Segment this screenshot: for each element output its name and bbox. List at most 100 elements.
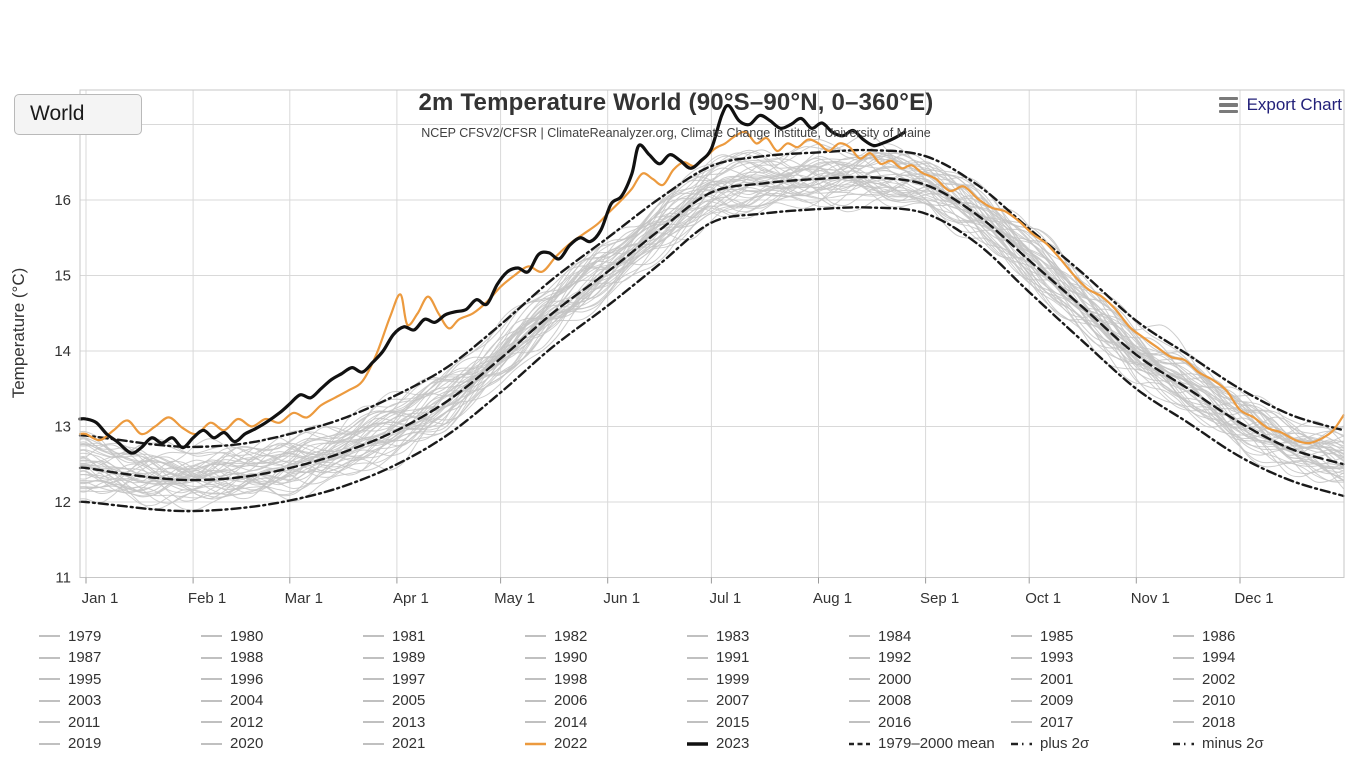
legend-swatch-gray <box>201 721 222 724</box>
legend-item-1982[interactable]: 1982 <box>524 626 686 647</box>
legend-swatch-gray <box>525 635 546 638</box>
legend-swatch-gray <box>1011 678 1032 681</box>
region-selector-button[interactable]: World <box>14 94 142 135</box>
legend-item-2011[interactable]: 2011 <box>38 712 200 733</box>
legend-item-2023[interactable]: 2023 <box>686 734 848 755</box>
svg-text:Aug 1: Aug 1 <box>813 590 852 607</box>
legend-item-2007[interactable]: 2007 <box>686 691 848 712</box>
legend-swatch-gray <box>687 656 708 659</box>
svg-text:13: 13 <box>54 419 71 436</box>
legend-item-1988[interactable]: 1988 <box>200 648 362 669</box>
legend-item-2001[interactable]: 2001 <box>1010 669 1172 690</box>
legend-item-2022[interactable]: 2022 <box>524 734 686 755</box>
legend-item-minus-2-[interactable]: minus 2σ <box>1172 734 1334 755</box>
legend-item-1989[interactable]: 1989 <box>362 648 524 669</box>
legend-item-2021[interactable]: 2021 <box>362 734 524 755</box>
legend-item-2006[interactable]: 2006 <box>524 691 686 712</box>
legend-item-2003[interactable]: 2003 <box>38 691 200 712</box>
legend-swatch-gray <box>39 721 60 724</box>
legend-item-1993[interactable]: 1993 <box>1010 648 1172 669</box>
legend-item-1991[interactable]: 1991 <box>686 648 848 669</box>
legend-swatch-gray <box>687 678 708 681</box>
gridlines <box>80 90 1344 578</box>
y-axis-title: Temperature (°C) <box>9 268 28 399</box>
svg-text:14: 14 <box>54 343 71 360</box>
legend-item-1996[interactable]: 1996 <box>200 669 362 690</box>
legend-swatch-gray <box>849 678 870 681</box>
export-chart-button[interactable]: Export Chart <box>1218 95 1342 115</box>
legend-item-1987[interactable]: 1987 <box>38 648 200 669</box>
legend-swatch-gray <box>687 721 708 724</box>
legend-item-1980[interactable]: 1980 <box>200 626 362 647</box>
legend-swatch-gray <box>39 656 60 659</box>
export-chart-label: Export Chart <box>1246 95 1342 114</box>
chart-header: World 2m Temperature World (90°S–90°N, 0… <box>0 85 1352 170</box>
legend-swatch-gray <box>1011 699 1032 702</box>
legend-item-1985[interactable]: 1985 <box>1010 626 1172 647</box>
legend-swatch-gray <box>525 721 546 724</box>
legend-item-1998[interactable]: 1998 <box>524 669 686 690</box>
legend-item-1995[interactable]: 1995 <box>38 669 200 690</box>
chart-legend: 1979 1980 1981 1982 1983 1984 1985 1986 1987 1988… <box>0 626 1352 754</box>
legend-swatch-gray <box>1011 635 1032 638</box>
legend-item-2016[interactable]: 2016 <box>848 712 1010 733</box>
legend-swatch-current <box>687 742 708 746</box>
legend-item-2020[interactable]: 2020 <box>200 734 362 755</box>
legend-item-1999[interactable]: 1999 <box>686 669 848 690</box>
legend-item-1979[interactable]: 1979 <box>38 626 200 647</box>
series-minus-2- <box>78 206 1345 513</box>
series-1980 <box>79 179 1344 507</box>
legend-item-1984[interactable]: 1984 <box>848 626 1010 647</box>
legend-item-2000[interactable]: 2000 <box>848 669 1010 690</box>
legend-swatch-gray <box>1173 721 1194 724</box>
legend-item-1990[interactable]: 1990 <box>524 648 686 669</box>
series-2022 <box>78 130 1345 445</box>
legend-item-1986[interactable]: 1986 <box>1172 626 1334 647</box>
legend-item-2012[interactable]: 2012 <box>200 712 362 733</box>
legend-item-1981[interactable]: 1981 <box>362 626 524 647</box>
legend-swatch-gray <box>1011 656 1032 659</box>
legend-swatch-gray <box>363 678 384 681</box>
legend-swatch-gray <box>687 699 708 702</box>
legend-item-1994[interactable]: 1994 <box>1172 648 1334 669</box>
legend-swatch-gray <box>201 635 222 638</box>
chart-title: 2m Temperature World (90°S–90°N, 0–360°E… <box>418 89 934 116</box>
legend-swatch-gray <box>201 678 222 681</box>
legend-swatch-gray <box>363 721 384 724</box>
series-2017 <box>79 149 1344 478</box>
series-1991 <box>79 174 1344 499</box>
legend-item-2005[interactable]: 2005 <box>362 691 524 712</box>
legend-item-2014[interactable]: 2014 <box>524 712 686 733</box>
legend-item-2009[interactable]: 2009 <box>1010 691 1172 712</box>
legend-item-1997[interactable]: 1997 <box>362 669 524 690</box>
svg-text:Nov 1: Nov 1 <box>1131 590 1170 607</box>
legend-item-2008[interactable]: 2008 <box>848 691 1010 712</box>
legend-item-1992[interactable]: 1992 <box>848 648 1010 669</box>
legend-swatch-gray <box>525 699 546 702</box>
legend-item-2013[interactable]: 2013 <box>362 712 524 733</box>
legend-swatch-gray <box>849 656 870 659</box>
legend-swatch-gray <box>363 635 384 638</box>
svg-text:Jun 1: Jun 1 <box>603 590 640 607</box>
title-block: 2m Temperature World (90°S–90°N, 0–360°E… <box>0 89 1352 140</box>
legend-swatch-mean <box>849 742 870 746</box>
series-2007 <box>79 156 1344 485</box>
legend-item-1979-2000-mean[interactable]: 1979–2000 mean <box>848 734 1010 755</box>
legend-item-2019[interactable]: 2019 <box>38 734 200 755</box>
legend-swatch-gray <box>1173 656 1194 659</box>
legend-item-2017[interactable]: 2017 <box>1010 712 1172 733</box>
legend-item-plus-2-[interactable]: plus 2σ <box>1010 734 1172 755</box>
legend-item-2002[interactable]: 2002 <box>1172 669 1334 690</box>
legend-item-2015[interactable]: 2015 <box>686 712 848 733</box>
svg-text:Jul 1: Jul 1 <box>710 590 742 607</box>
svg-text:16: 16 <box>54 192 71 209</box>
legend-item-2018[interactable]: 2018 <box>1172 712 1334 733</box>
legend-item-1983[interactable]: 1983 <box>686 626 848 647</box>
legend-swatch-gray <box>525 656 546 659</box>
legend-item-2004[interactable]: 2004 <box>200 691 362 712</box>
hamburger-menu-icon <box>1218 97 1238 113</box>
legend-item-2010[interactable]: 2010 <box>1172 691 1334 712</box>
legend-swatch-gray <box>39 742 60 745</box>
climate-reanalyzer-page: World 2m Temperature World (90°S–90°N, 0… <box>0 85 1352 757</box>
